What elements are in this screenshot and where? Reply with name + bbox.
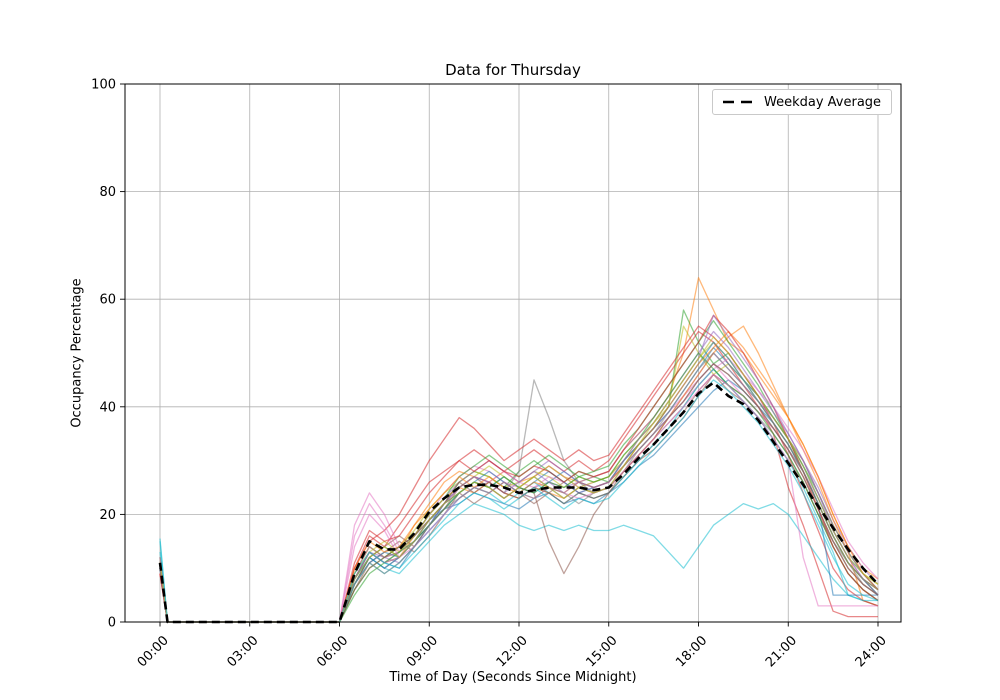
axes-frame — [124, 83, 902, 623]
x-tick-label: 15:00 — [583, 633, 620, 670]
y-axis-label: Occupancy Percentage — [69, 278, 85, 428]
legend-label: Weekday Average — [764, 94, 882, 110]
y-tick-label: 40 — [99, 400, 116, 415]
x-tick-label: 21:00 — [763, 633, 800, 670]
y-tick-label: 60 — [99, 293, 116, 308]
x-tick-label: 00:00 — [135, 633, 172, 670]
x-tick-label: 12:00 — [494, 633, 531, 670]
x-tick-label: 24:00 — [853, 633, 890, 670]
x-tick-label: 09:00 — [404, 633, 441, 670]
x-tick-label: 06:00 — [314, 633, 351, 670]
dashed-line-icon — [723, 100, 755, 104]
chart-title: Data for Thursday — [445, 61, 581, 79]
x-tick-label: 03:00 — [224, 633, 261, 670]
y-tick-label: 0 — [108, 616, 116, 631]
legend: Weekday Average — [712, 89, 893, 115]
x-axis-label: Time of Day (Seconds Since Midnight) — [389, 670, 637, 685]
y-tick-label: 80 — [99, 185, 116, 200]
y-tick-label: 100 — [91, 78, 116, 93]
y-tick-label: 20 — [99, 508, 116, 523]
x-tick-label: 18:00 — [673, 633, 710, 670]
